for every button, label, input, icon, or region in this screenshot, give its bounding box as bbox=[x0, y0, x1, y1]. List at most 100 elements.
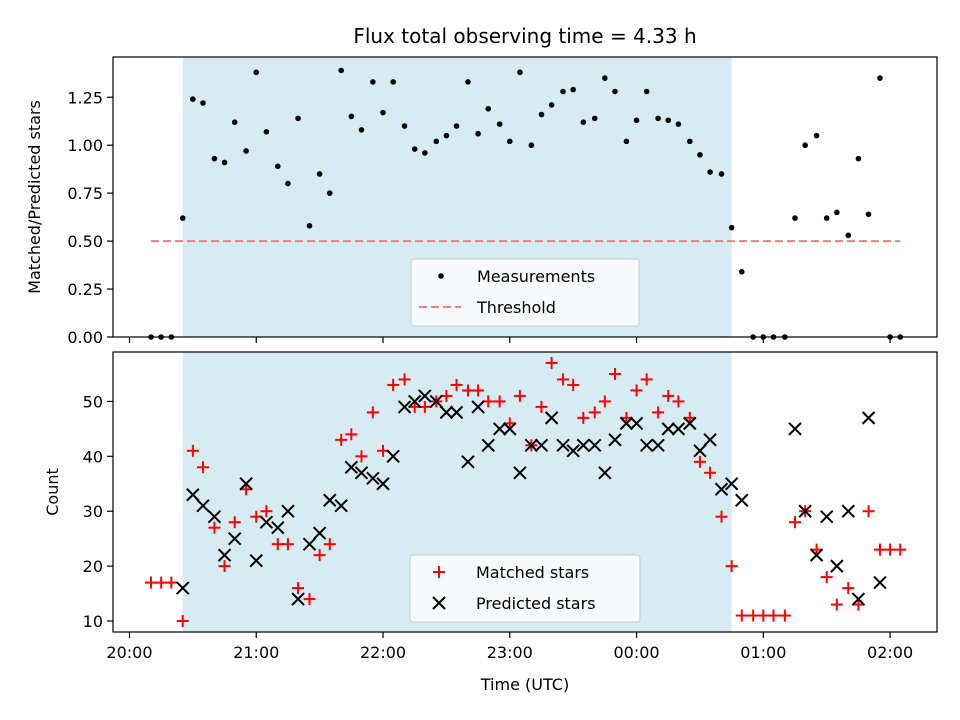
predicted-star-point bbox=[271, 520, 285, 535]
measurement-point bbox=[623, 138, 630, 145]
matched-star-point bbox=[557, 373, 570, 386]
predicted-star-point bbox=[639, 438, 654, 453]
measurement-point bbox=[253, 69, 260, 76]
measurement-point bbox=[475, 130, 481, 137]
predicted-star-point bbox=[207, 509, 222, 524]
measurement-point bbox=[813, 132, 820, 139]
cross-b bbox=[432, 596, 446, 610]
top-legend: Measurements Threshold bbox=[410, 258, 640, 327]
matched-star-point bbox=[789, 516, 802, 529]
top-y-ticks: 0.00 0.25 0.50 0.75 1.00 1.25 bbox=[67, 88, 113, 347]
measurement-point bbox=[697, 152, 703, 158]
predicted-star-point bbox=[714, 482, 729, 496]
x-tick-label: 21:00 bbox=[233, 643, 279, 662]
bottom-legend: Matched stars Predicted stars bbox=[409, 554, 641, 623]
predicted-star-point bbox=[576, 438, 591, 453]
measurement-point bbox=[687, 138, 693, 145]
matched-star-point bbox=[820, 571, 833, 584]
measurement-point bbox=[401, 123, 408, 129]
matched-star-point bbox=[513, 389, 526, 402]
cross-b bbox=[861, 411, 876, 425]
cross-b bbox=[376, 477, 390, 491]
predicted-star-point bbox=[366, 471, 380, 485]
matched-star-point bbox=[640, 373, 653, 386]
cross-b bbox=[249, 553, 263, 568]
cross-b bbox=[841, 504, 855, 518]
cross-b bbox=[693, 444, 707, 458]
y-tick-label: 10 bbox=[83, 612, 103, 631]
bottom-y-ticks: 10 20 30 40 50 bbox=[83, 392, 113, 631]
measurement-point bbox=[845, 232, 852, 239]
measurement-point bbox=[380, 109, 386, 116]
cross-b bbox=[851, 592, 866, 606]
matched-star-point bbox=[176, 615, 189, 628]
legend-label-matched-stars: Matched stars bbox=[476, 563, 589, 582]
predicted-star-point bbox=[703, 433, 717, 447]
bottom-x-ticks: 20:00 21:00 22:00 23:00 00:00 01:00 02:00 bbox=[106, 632, 913, 662]
chart-title: Flux total observing time = 4.33 h bbox=[353, 24, 696, 48]
measurement-point bbox=[453, 123, 460, 129]
matched-star-point bbox=[873, 543, 886, 556]
cross-b bbox=[386, 449, 400, 464]
predicted-star-point bbox=[281, 504, 295, 518]
cross-b bbox=[259, 515, 274, 529]
matched-star-point bbox=[842, 582, 855, 595]
measurement-point bbox=[338, 67, 344, 74]
predicted-star-point bbox=[503, 422, 517, 436]
matched-star-point bbox=[461, 384, 474, 397]
cross-b bbox=[873, 575, 887, 590]
measurement-point bbox=[316, 171, 323, 177]
measurement-point bbox=[465, 79, 471, 85]
top-axes-frame bbox=[112, 56, 938, 338]
cross-b bbox=[471, 400, 485, 414]
matched-star-point bbox=[567, 378, 580, 391]
matched-star-point bbox=[852, 598, 865, 611]
cross-b bbox=[186, 488, 200, 502]
matched-star-point bbox=[218, 560, 231, 573]
cross-b bbox=[588, 438, 602, 453]
matched-star-point bbox=[630, 384, 643, 397]
matched-star-point bbox=[577, 411, 590, 424]
matched-star-point bbox=[862, 505, 875, 518]
predicted-star-point bbox=[820, 509, 834, 524]
predicted-star-point bbox=[651, 438, 665, 453]
predicted-star-point bbox=[461, 455, 475, 469]
bottom-legend-box bbox=[409, 554, 641, 623]
matched-star-point bbox=[588, 406, 601, 419]
cross-b bbox=[227, 531, 242, 546]
measurement-point bbox=[538, 111, 545, 118]
measurement-point bbox=[728, 224, 735, 231]
cross-b bbox=[809, 548, 824, 562]
matched-star-point bbox=[271, 538, 284, 551]
matched-star-point bbox=[450, 378, 463, 391]
measurement-point bbox=[433, 138, 440, 145]
cross-b bbox=[408, 394, 422, 409]
y-tick-label: 0.75 bbox=[67, 184, 103, 203]
predicted-star-point bbox=[683, 416, 697, 431]
legend-marker-matched-stars bbox=[433, 566, 445, 578]
cross-b bbox=[291, 592, 305, 606]
measurement-points bbox=[148, 67, 904, 340]
measurement-point bbox=[211, 155, 218, 162]
cross-b bbox=[714, 482, 729, 496]
predicted-star-point bbox=[619, 416, 634, 431]
cross-b bbox=[323, 493, 337, 507]
measurement-point bbox=[275, 163, 281, 170]
predicted-star-point bbox=[334, 499, 348, 513]
matched-star-point bbox=[345, 428, 358, 441]
cross-b bbox=[344, 460, 359, 475]
x-tick-label: 23:00 bbox=[487, 643, 533, 662]
y-tick-label: 50 bbox=[83, 392, 103, 411]
measurement-point bbox=[792, 215, 798, 221]
predicted-star-point bbox=[418, 389, 432, 403]
measurement-point bbox=[285, 180, 291, 187]
predicted-star-point bbox=[291, 592, 305, 606]
y-tick-label: 1.00 bbox=[67, 136, 103, 155]
matched-star-point bbox=[884, 543, 897, 556]
measurement-point bbox=[517, 69, 523, 76]
measurement-point bbox=[823, 215, 830, 221]
matched-star-point bbox=[598, 395, 611, 408]
matched-star-point bbox=[155, 576, 168, 589]
predicted-star-point bbox=[386, 449, 400, 464]
matched-star-point bbox=[735, 609, 748, 622]
